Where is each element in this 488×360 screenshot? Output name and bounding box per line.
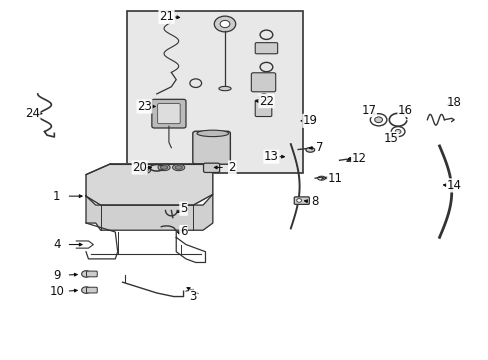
Circle shape bbox=[374, 117, 382, 123]
FancyBboxPatch shape bbox=[251, 73, 275, 92]
Ellipse shape bbox=[197, 130, 228, 136]
Text: 6: 6 bbox=[180, 225, 187, 238]
Circle shape bbox=[296, 199, 301, 202]
Ellipse shape bbox=[219, 86, 231, 91]
Circle shape bbox=[81, 287, 90, 293]
Text: 24: 24 bbox=[25, 107, 40, 120]
FancyBboxPatch shape bbox=[255, 42, 277, 54]
Circle shape bbox=[220, 21, 229, 28]
Text: 12: 12 bbox=[351, 152, 366, 165]
Text: 22: 22 bbox=[259, 95, 273, 108]
Text: 17: 17 bbox=[361, 104, 376, 117]
Polygon shape bbox=[86, 194, 212, 230]
Text: 16: 16 bbox=[397, 104, 412, 117]
FancyBboxPatch shape bbox=[86, 271, 97, 277]
Text: 13: 13 bbox=[264, 150, 278, 163]
Ellipse shape bbox=[305, 148, 314, 152]
Text: 23: 23 bbox=[137, 100, 152, 113]
Circle shape bbox=[214, 16, 235, 32]
Text: 4: 4 bbox=[53, 238, 61, 251]
FancyBboxPatch shape bbox=[294, 197, 309, 204]
Ellipse shape bbox=[138, 167, 150, 174]
FancyBboxPatch shape bbox=[255, 100, 271, 117]
Text: 11: 11 bbox=[326, 172, 342, 185]
Text: 14: 14 bbox=[446, 179, 461, 192]
Text: 21: 21 bbox=[159, 10, 174, 23]
FancyBboxPatch shape bbox=[158, 104, 180, 124]
Text: 10: 10 bbox=[49, 285, 64, 298]
Circle shape bbox=[394, 130, 400, 134]
Text: 8: 8 bbox=[311, 195, 318, 208]
Text: 7: 7 bbox=[316, 141, 323, 154]
Ellipse shape bbox=[141, 168, 148, 172]
FancyBboxPatch shape bbox=[152, 99, 185, 128]
FancyBboxPatch shape bbox=[86, 287, 97, 293]
Circle shape bbox=[81, 271, 90, 277]
Bar bbox=[127, 12, 303, 173]
Polygon shape bbox=[86, 164, 212, 205]
Text: 3: 3 bbox=[189, 290, 197, 303]
Text: 18: 18 bbox=[446, 96, 461, 109]
Text: 19: 19 bbox=[302, 114, 317, 127]
Text: 1: 1 bbox=[53, 190, 61, 203]
Text: 5: 5 bbox=[180, 202, 187, 215]
Text: 2: 2 bbox=[228, 161, 236, 174]
Text: 9: 9 bbox=[53, 269, 61, 282]
FancyBboxPatch shape bbox=[192, 131, 230, 164]
Text: 20: 20 bbox=[132, 161, 147, 174]
Ellipse shape bbox=[175, 166, 182, 169]
Ellipse shape bbox=[172, 164, 184, 171]
FancyBboxPatch shape bbox=[203, 163, 219, 172]
Ellipse shape bbox=[160, 166, 167, 169]
Text: 15: 15 bbox=[383, 132, 397, 145]
Ellipse shape bbox=[158, 164, 170, 171]
